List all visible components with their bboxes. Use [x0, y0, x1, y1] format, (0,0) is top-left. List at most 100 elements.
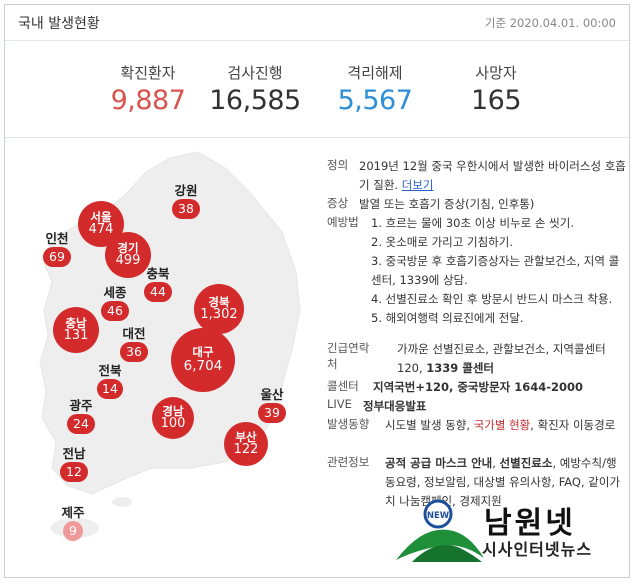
jeonbuk-name: 전북 — [98, 363, 122, 378]
prevention-item: 1. 흐르는 물에 30초 이상 비누로 손 씻기. — [371, 216, 574, 230]
mountain-logo-icon: NEW — [396, 499, 484, 562]
prevention-item: 4. 선별진료소 확인 후 방문시 반드시 마스크 착용. — [371, 292, 613, 306]
jeonbuk-count: 14 — [97, 379, 123, 399]
daegu-count: 6,704 — [183, 357, 223, 374]
stat-released-value: 5,567 — [337, 85, 413, 116]
jeju-name: 제주 — [61, 505, 85, 520]
trend-separator: , — [466, 418, 474, 432]
stat-testing-value: 16,585 — [209, 85, 301, 116]
daejeon-count: 36 — [120, 342, 148, 362]
ulsan-name: 울산 — [260, 387, 284, 402]
region-chungbuk[interactable]: 충북 44 — [144, 266, 172, 302]
daegu-bubble: 대구 6,704 — [171, 328, 235, 392]
daegu-name: 대구 — [192, 345, 214, 360]
related-clinic-link[interactable]: 선별진료소 — [499, 456, 553, 470]
region-sejong[interactable]: 세종 46 — [101, 285, 129, 321]
logo-title: 남원넷 — [484, 506, 576, 541]
region-jeju[interactable]: 제주 9 — [61, 505, 85, 541]
daejeon-name: 대전 — [122, 326, 146, 341]
header-divider — [5, 40, 631, 41]
region-gangwon[interactable]: 강원 38 — [172, 183, 200, 219]
symptom-label: 증상 — [327, 196, 349, 210]
busan-name: 부산 — [235, 429, 257, 444]
ulsan-count: 39 — [258, 403, 286, 423]
gyeongnam-count: 100 — [160, 416, 186, 432]
region-gyeongbuk[interactable]: 경북 1,302 — [194, 284, 244, 334]
chungnam-count: 131 — [63, 328, 89, 344]
chungnam-name: 충남 — [65, 315, 87, 330]
trend-domestic-link[interactable]: 시도별 발생 동향 — [385, 418, 467, 432]
gyeongnam-bubble: 경남 100 — [152, 397, 194, 439]
gyeongbuk-name: 경북 — [208, 294, 230, 309]
gangwon-count: 38 — [172, 199, 200, 219]
panel-title: 국내 발생현황 — [18, 16, 100, 32]
prevention-item: 5. 해외여행력 의료진에게 전달. — [371, 311, 524, 325]
stat-deaths-value: 165 — [470, 85, 522, 116]
incheon-count: 69 — [43, 247, 71, 267]
region-ulsan[interactable]: 울산 39 — [258, 387, 286, 423]
jeonnam-count: 12 — [60, 462, 88, 482]
region-gyeongnam[interactable]: 경남 100 — [152, 397, 194, 439]
stat-confirmed-value: 9,887 — [110, 85, 186, 116]
chungbuk-name: 충북 — [146, 266, 170, 281]
region-busan[interactable]: 부산 122 — [224, 422, 268, 466]
gyeonggi-name: 경기 — [117, 240, 139, 255]
live-link[interactable]: 정부대응발표 — [363, 399, 427, 413]
gwangju-count: 24 — [67, 414, 95, 434]
region-jeonbuk[interactable]: 전북 14 — [97, 363, 123, 399]
related-label: 관련정보 — [327, 455, 370, 469]
jeju-count: 9 — [63, 521, 83, 541]
stat-confirmed-label: 확진환자 — [120, 64, 176, 82]
logo-subtitle: 시사인터넷뉴스 — [482, 540, 593, 559]
region-daegu[interactable]: 대구 6,704 — [171, 328, 235, 392]
gangwon-name: 강원 — [174, 183, 198, 198]
related-separator: , — [492, 456, 500, 470]
trend-route-link[interactable]: 확진자 이동경로 — [537, 418, 616, 432]
prevention-label: 예방법 — [327, 215, 359, 229]
gyeongbuk-count: 1,302 — [200, 307, 238, 323]
prevention-item: 3. 중국방문 후 호흡기증상자는 관할보건소, 지역 콜센터, 1339에 상… — [371, 254, 620, 287]
live-label: LIVE — [327, 397, 352, 411]
definition-label: 정의 — [327, 158, 349, 172]
region-jeonnam[interactable]: 전남 12 — [60, 446, 88, 482]
trend-label: 발생동향 — [327, 417, 370, 431]
stat-deaths: 사망자 165 — [436, 62, 556, 116]
logo-badge-text: NEW — [427, 511, 450, 521]
stat-deaths-label: 사망자 — [475, 64, 517, 82]
sejong-count: 46 — [101, 301, 129, 321]
section-divider — [5, 137, 631, 138]
busan-bubble: 부산 122 — [224, 422, 268, 466]
seoul-name: 서울 — [90, 209, 112, 224]
region-daejeon[interactable]: 대전 36 — [120, 326, 148, 362]
gyeonggi-count: 499 — [115, 253, 141, 269]
incheon-name: 인천 — [45, 231, 69, 246]
gyeongbuk-bubble: 경북 1,302 — [194, 284, 244, 334]
gyeongnam-name: 경남 — [162, 403, 184, 418]
stat-testing: 검사진행 16,585 — [195, 62, 315, 116]
definition-text: 2019년 12월 중국 우한시에서 발생한 바이러스성 호흡기 질환. — [359, 159, 626, 192]
seoul-count: 474 — [88, 222, 114, 238]
gwangju-name: 광주 — [69, 398, 93, 413]
region-gwangju[interactable]: 광주 24 — [67, 398, 95, 434]
trend-country-link[interactable]: 국가별 현황 — [473, 418, 531, 432]
chungbuk-count: 44 — [144, 282, 172, 302]
region-incheon[interactable]: 인천 69 — [43, 231, 71, 267]
stat-confirmed: 확진환자 9,887 — [88, 62, 208, 116]
symptom-text: 발열 또는 호흡기 증상(기침, 인후통) — [359, 197, 535, 211]
definition-more-link[interactable]: 더보기 — [401, 178, 434, 192]
related-mask-link[interactable]: 공적 공급 마스크 안내 — [385, 456, 493, 470]
busan-count: 122 — [233, 442, 259, 458]
region-chungnam[interactable]: 충남 131 — [53, 307, 99, 353]
related-other-links[interactable]: , 예방수칙/행동요령, 정보알림, 대상별 유의사항, FAQ, 같이가치 나… — [385, 456, 621, 508]
status-panel — [4, 4, 630, 578]
emergency-label: 긴급연락처 — [327, 341, 370, 371]
callcenter-label: 콜센터 — [327, 379, 359, 393]
stat-released-label: 격리해제 — [347, 64, 403, 82]
namwon-net-logo: NEW 남원넷 시사인터넷뉴스 — [392, 496, 624, 566]
region-gyeonggi[interactable]: 경기 499 — [105, 232, 151, 278]
prevention-item: 2. 옷소매로 가리고 기침하기. — [371, 235, 513, 249]
emergency-hotline: 1339 콜센터 — [426, 361, 495, 375]
callcenter-text: 지역국번+120, 중국방문자 1644-2000 — [373, 380, 584, 394]
sejong-name: 세종 — [103, 285, 127, 300]
trend-separator: , — [530, 418, 538, 432]
